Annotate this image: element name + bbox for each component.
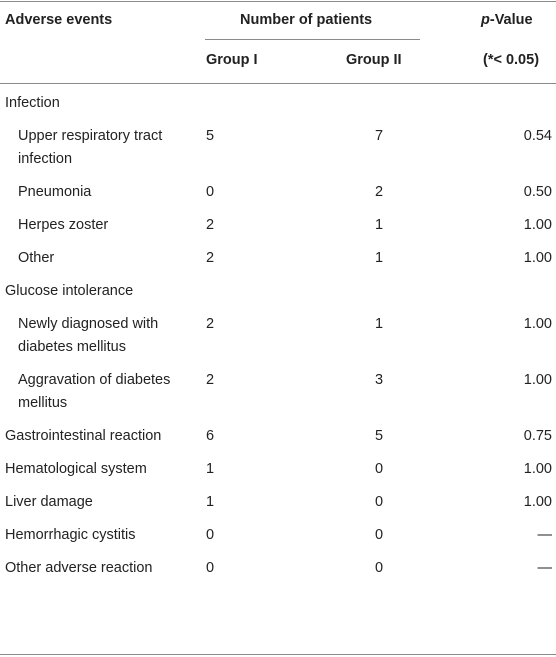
- table-row: Upper respiratory tract infection 5 7 0.…: [0, 117, 556, 173]
- row-group-1: 5: [206, 128, 215, 144]
- table-row: Hematological system 1 0 1.00: [0, 450, 556, 483]
- row-p-value: 1.00: [523, 217, 552, 233]
- row-p-value: —: [537, 560, 553, 576]
- header-bottom-rule: [0, 83, 556, 84]
- row-group-1: 2: [206, 372, 215, 388]
- row-p-value: [500, 84, 556, 117]
- row-event: Other: [18, 250, 55, 266]
- row-group-1: 0: [206, 527, 215, 543]
- row-group-2: 2: [375, 184, 384, 200]
- header-span-rule: [205, 39, 420, 40]
- row-event: Infection: [5, 95, 60, 111]
- header-p-letter: p: [481, 12, 490, 28]
- row-event: Hemorrhagic cystitis: [5, 527, 136, 543]
- table-row: Infection: [0, 84, 556, 117]
- row-event: Aggravation of diabetes mellitus: [18, 372, 171, 411]
- row-group-1: 2: [206, 217, 215, 233]
- header-p-threshold: (*< 0.05): [483, 52, 540, 68]
- row-p-value: 1.00: [523, 494, 552, 510]
- row-group-2: 0: [375, 560, 384, 576]
- table-row: Other adverse reaction 0 0 —: [0, 549, 556, 582]
- table-row: Aggravation of diabetes mellitus 2 3 1.0…: [0, 361, 556, 417]
- row-event: Herpes zoster: [18, 217, 109, 233]
- row-p-value: 1.00: [523, 250, 552, 266]
- row-p-value: 0.54: [523, 128, 552, 144]
- row-group-1: 2: [206, 316, 215, 332]
- header-group-2: Group II: [346, 52, 402, 68]
- table-bottom-rule: [0, 654, 556, 655]
- row-event: Gastrointestinal reaction: [5, 428, 162, 444]
- table-row: Newly diagnosed with diabetes mellitus 2…: [0, 305, 556, 361]
- table-row: Other 2 1 1.00: [0, 239, 556, 272]
- row-p-value: 0.50: [523, 184, 552, 200]
- table-top-rule: [0, 1, 556, 2]
- row-p-value: 0.75: [523, 428, 552, 444]
- row-group-2: 7: [375, 128, 384, 144]
- table-row: Hemorrhagic cystitis 0 0 —: [0, 516, 556, 549]
- row-p-value: 1.00: [523, 372, 552, 388]
- row-p-value: 1.00: [523, 461, 552, 477]
- row-group-1: 6: [206, 428, 215, 444]
- row-group-2: 1: [375, 217, 384, 233]
- adverse-events-table: Infection Upper respiratory tract infect…: [0, 84, 556, 582]
- row-group-2: 3: [375, 372, 384, 388]
- row-group-2: 0: [375, 494, 384, 510]
- row-p-value: [500, 272, 556, 305]
- row-event: Hematological system: [5, 461, 147, 477]
- row-group-2: 5: [375, 428, 384, 444]
- row-event: Upper respiratory tract infection: [18, 128, 163, 167]
- row-group-1: 0: [206, 560, 215, 576]
- header-adverse-events: Adverse events: [5, 12, 113, 28]
- row-group-1: 2: [206, 250, 215, 266]
- row-group-2: 0: [375, 527, 384, 543]
- row-event: Newly diagnosed with diabetes mellitus: [18, 316, 159, 355]
- row-group-2: 0: [375, 461, 384, 477]
- row-group-1: 1: [206, 461, 215, 477]
- row-event: Other adverse reaction: [5, 560, 153, 576]
- row-event: Liver damage: [5, 494, 93, 510]
- table-row: Pneumonia 0 2 0.50: [0, 173, 556, 206]
- row-p-value: —: [537, 527, 553, 543]
- row-p-value: 1.00: [523, 316, 552, 332]
- row-event: Pneumonia: [18, 184, 92, 200]
- row-group-1: 0: [206, 184, 215, 200]
- table-row: Herpes zoster 2 1 1.00: [0, 206, 556, 239]
- header-p-value: p-Value: [481, 11, 533, 29]
- table-row: Liver damage 1 0 1.00: [0, 483, 556, 516]
- row-event: Glucose intolerance: [5, 283, 134, 299]
- table-row: Gastrointestinal reaction 6 5 0.75: [0, 417, 556, 450]
- row-group-2: 1: [375, 250, 384, 266]
- header-group-1: Group I: [206, 52, 258, 68]
- header-value-word: -Value: [489, 12, 533, 28]
- header-number-of-patients: Number of patients: [240, 12, 373, 28]
- row-group-2: 1: [375, 316, 384, 332]
- table-row: Glucose intolerance: [0, 272, 556, 305]
- row-group-1: 1: [206, 494, 215, 510]
